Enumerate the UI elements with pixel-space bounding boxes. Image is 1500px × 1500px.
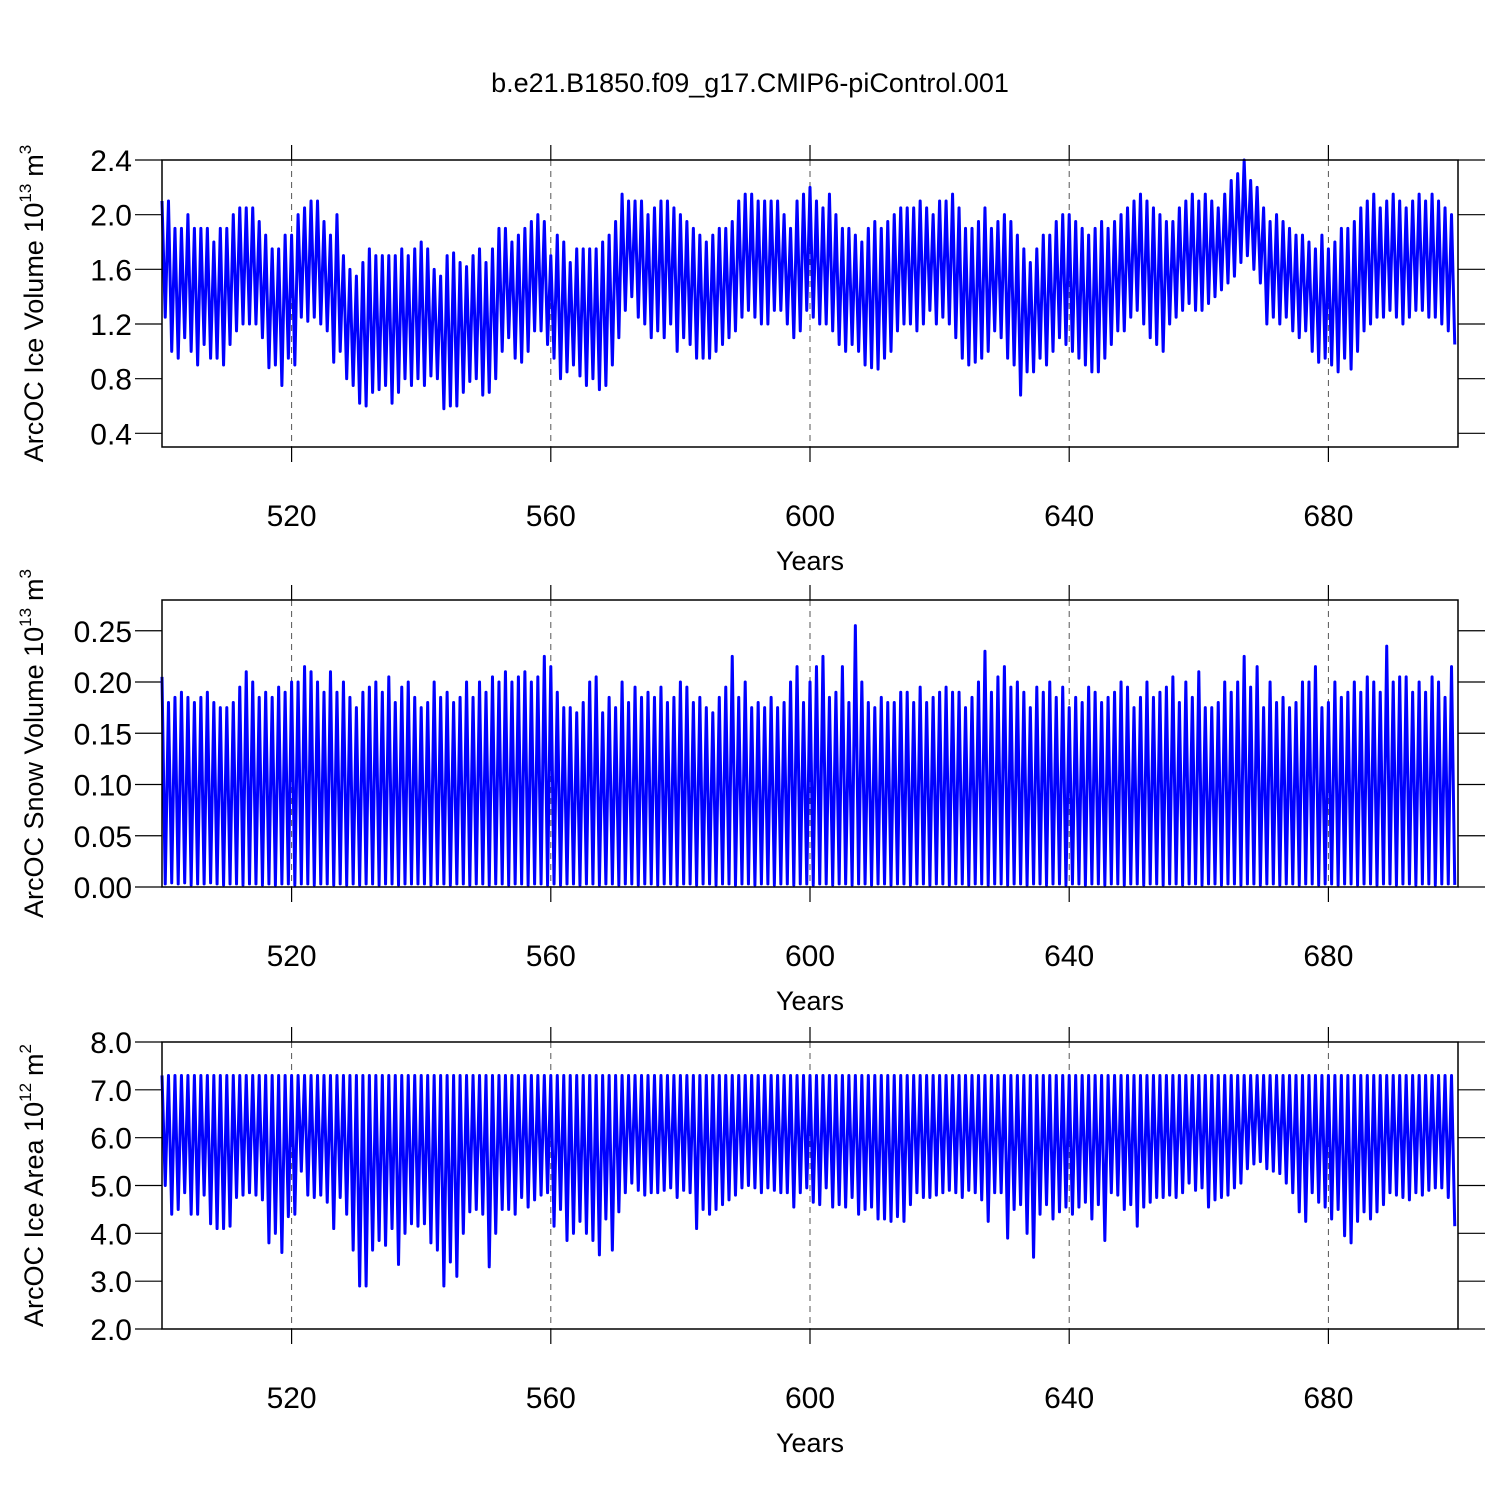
y-tick-label: 5.0 [90,1171,132,1204]
x-axis-label: Years [776,1428,844,1458]
y-label-text: m [19,1053,49,1076]
y-label-exponent: 3 [16,569,35,578]
x-tick-label: 680 [1303,940,1353,973]
x-tick-label: 600 [785,1382,835,1415]
x-tick-label: 640 [1044,1382,1094,1415]
y-tick-label: 7.0 [90,1075,132,1108]
y-tick-label: 2.4 [90,145,132,178]
data-line [160,158,1457,411]
y-label-exponent: 13 [16,184,35,203]
x-tick-label: 640 [1044,500,1094,533]
y-tick-label: 1.6 [90,254,132,287]
x-tick-label: 680 [1303,500,1353,533]
y-tick-label: 0.20 [74,667,132,700]
plot-frame [161,1041,1459,1330]
x-tick-label: 680 [1303,1382,1353,1415]
y-tick-label: 0.4 [90,418,132,451]
plot-frame [161,599,1459,888]
y-axis-label: ArcOC Snow Volume 1013 m3 [16,569,49,918]
y-tick-label: 0.15 [74,718,132,751]
y-axis-label: ArcOC Ice Area 1012 m2 [16,1044,49,1327]
y-tick-label: 2.0 [90,1314,132,1347]
y-tick-label: 8.0 [90,1027,132,1060]
y-tick-label: 3.0 [90,1266,132,1299]
y-label-text: m [19,154,49,177]
y-tick-label: 2.0 [90,200,132,233]
y-label-text: ArcOC Ice Volume 10 [19,203,49,463]
y-tick-label: 1.2 [90,309,132,342]
x-tick-label: 560 [526,940,576,973]
y-label-exponent: 13 [16,608,35,627]
y-tick-label: 0.05 [74,821,132,854]
x-tick-label: 600 [785,500,835,533]
x-tick-label: 560 [526,1382,576,1415]
x-tick-label: 520 [267,940,317,973]
y-label-text: m [19,578,49,601]
y-tick-label: 4.0 [90,1218,132,1251]
data-line [160,1073,1457,1288]
y-tick-label: 6.0 [90,1123,132,1156]
x-tick-label: 600 [785,940,835,973]
x-tick-label: 520 [267,500,317,533]
y-label-exponent: 2 [16,1044,35,1053]
plot-frame [161,159,1459,448]
data-line [160,624,1457,887]
y-label-text: ArcOC Snow Volume 10 [19,627,49,918]
x-tick-label: 560 [526,500,576,533]
y-axis-label: ArcOC Ice Volume 1013 m3 [16,145,49,463]
y-tick-label: 0.8 [90,364,132,397]
x-axis-label: Years [776,986,844,1016]
y-label-exponent: 12 [16,1083,35,1102]
x-axis-label: Years [776,546,844,576]
y-tick-label: 0.10 [74,770,132,803]
y-tick-label: 0.25 [74,616,132,649]
x-tick-label: 640 [1044,940,1094,973]
x-tick-label: 520 [267,1382,317,1415]
figure-title: b.e21.B1850.f09_g17.CMIP6-piControl.001 [491,68,1009,98]
y-tick-label: 0.00 [74,872,132,905]
y-label-text: ArcOC Ice Area 10 [19,1102,49,1327]
y-label-exponent: 3 [16,145,35,154]
